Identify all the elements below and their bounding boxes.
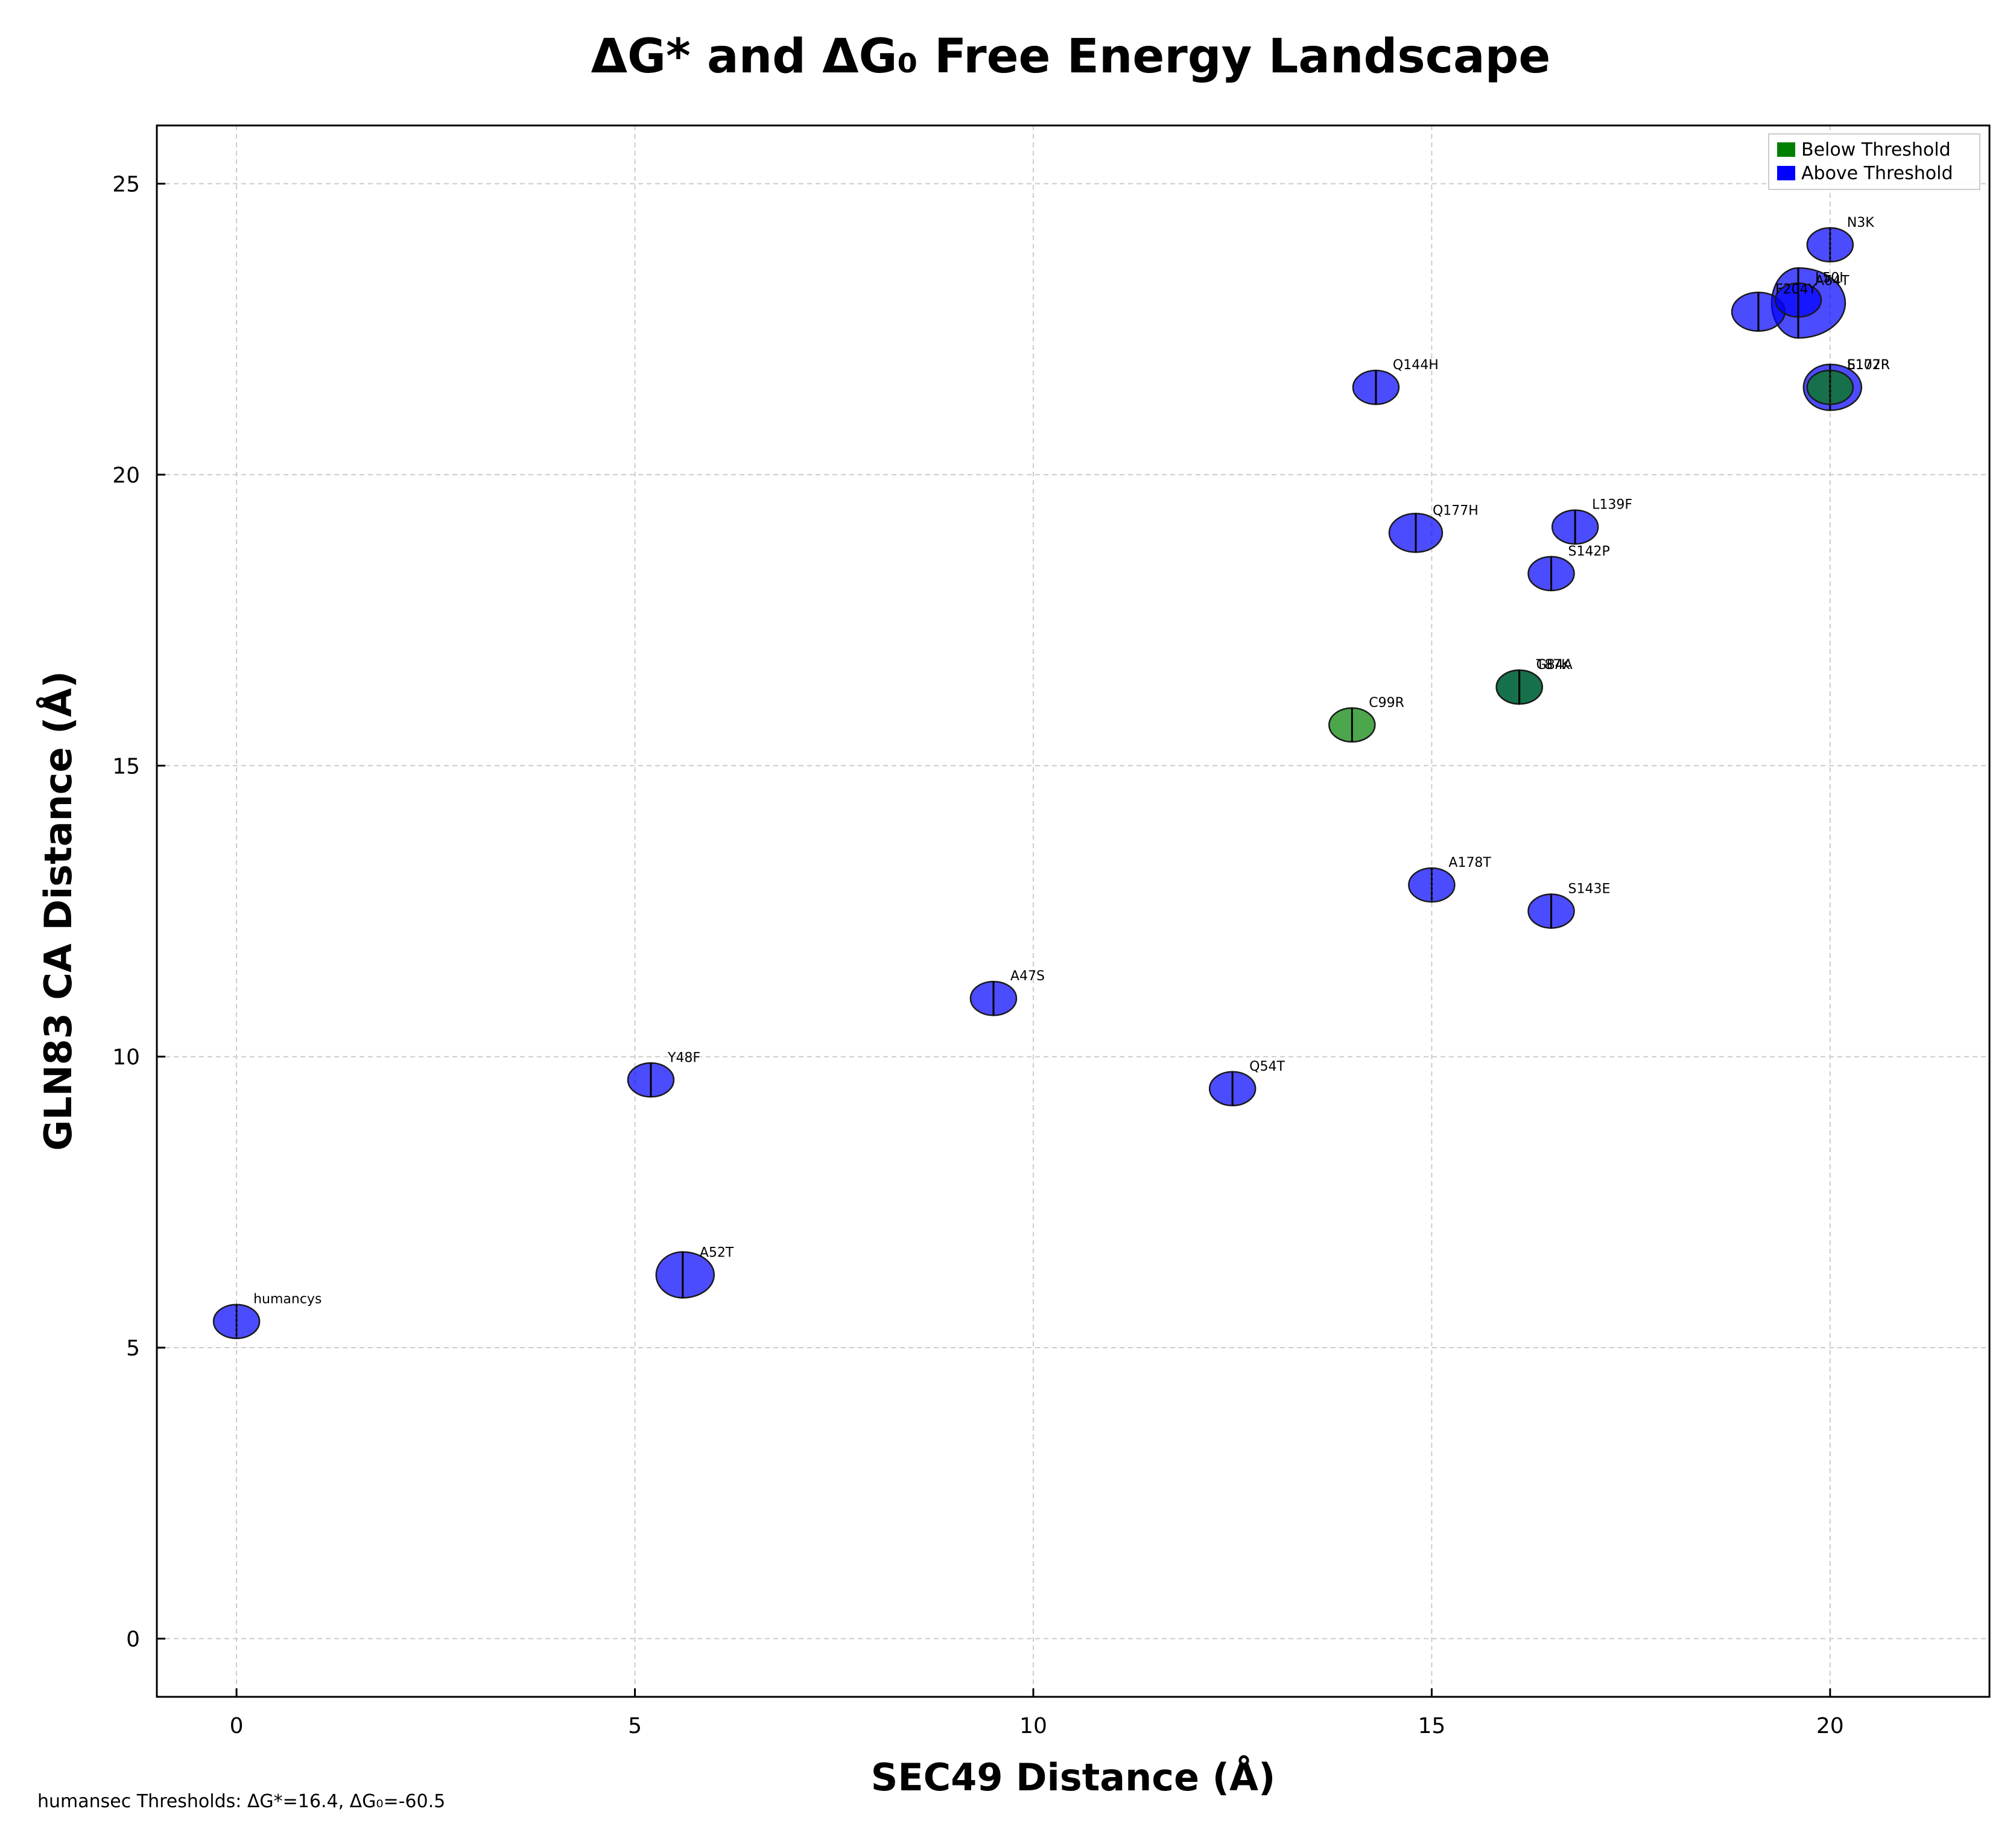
legend: Below Threshold Above Threshold xyxy=(1768,133,1980,190)
point-right-half xyxy=(235,1304,261,1339)
data-point xyxy=(212,1304,261,1339)
point-left-half xyxy=(1495,669,1520,705)
point-label: S143E xyxy=(1568,882,1611,897)
data-point xyxy=(1527,893,1575,929)
legend-label-above: Above Threshold xyxy=(1801,163,1953,184)
x-tick-label: 20 xyxy=(1816,1714,1844,1738)
data-point xyxy=(627,1062,675,1098)
point-label: Q144H xyxy=(1393,358,1439,373)
point-label: A64T xyxy=(1815,273,1850,288)
x-axis-ticks: 0 5 10 15 20 xyxy=(230,1688,1844,1738)
point-label: C99R xyxy=(1369,696,1404,711)
point-right-half xyxy=(1797,282,1822,318)
threshold-note: humansec Thresholds: ΔG*=16.4, ΔG₀=-60.5 xyxy=(37,1791,445,1812)
point-left-half xyxy=(969,980,995,1016)
point-label: humancys xyxy=(253,1292,322,1307)
x-axis-title: SEC49 Distance (Å) xyxy=(871,1755,1276,1799)
point-left-half xyxy=(1731,291,1760,332)
data-point xyxy=(1527,556,1575,592)
point-right-half xyxy=(1351,707,1376,743)
y-axis-ticks: 0 5 10 15 20 25 xyxy=(112,172,165,1652)
x-tick-label: 5 xyxy=(628,1714,642,1738)
point-label: L139F xyxy=(1592,498,1632,513)
point-right-half xyxy=(1375,369,1400,405)
y-tick-label: 10 xyxy=(112,1045,140,1070)
point-right-half xyxy=(1518,669,1543,705)
point-label: G84A xyxy=(1536,658,1573,673)
point-left-half xyxy=(655,1251,684,1299)
point-left-half xyxy=(1774,282,1799,318)
point-label: S142P xyxy=(1568,544,1610,559)
data-point xyxy=(1388,513,1444,553)
data-point xyxy=(1774,282,1822,318)
point-left-half xyxy=(1527,556,1552,592)
data-point xyxy=(1495,669,1543,705)
plot-frame xyxy=(156,124,1991,1698)
y-tick-label: 0 xyxy=(126,1627,140,1652)
point-label: Q177H xyxy=(1433,503,1479,518)
data-point xyxy=(1408,867,1456,903)
point-right-half xyxy=(992,980,1018,1016)
point-label: Y48F xyxy=(667,1050,700,1065)
point-left-half xyxy=(1527,893,1552,929)
data-point xyxy=(1208,1071,1257,1107)
x-tick-label: 10 xyxy=(1019,1714,1047,1738)
y-tick-label: 25 xyxy=(112,172,140,197)
point-left-half xyxy=(1208,1071,1234,1107)
point-label: S107R xyxy=(1847,358,1890,373)
point-label: E172R xyxy=(1847,358,1890,373)
point-right-half xyxy=(1574,509,1599,545)
point-left-half xyxy=(1352,369,1377,405)
point-right-half xyxy=(650,1062,675,1098)
point-right-half xyxy=(1231,1071,1257,1107)
data-point xyxy=(1806,227,1854,263)
point-left-half xyxy=(627,1062,652,1098)
data-point xyxy=(655,1251,715,1299)
data-point xyxy=(969,980,1018,1016)
point-left-half xyxy=(212,1304,238,1339)
point-label: T87K xyxy=(1536,658,1570,673)
point-left-half xyxy=(1806,369,1831,405)
legend-swatch-above xyxy=(1777,166,1795,180)
legend-label-below: Below Threshold xyxy=(1801,139,1951,160)
y-tick-label: 20 xyxy=(112,463,140,488)
y-tick-label: 15 xyxy=(112,754,140,779)
point-right-half xyxy=(682,1251,715,1299)
data-points xyxy=(212,227,1863,1339)
legend-box xyxy=(1768,133,1980,190)
point-labels: A64T A52T S107R Q177H F204Y humancys Y48F A47S Q… xyxy=(253,215,1890,1307)
data-point xyxy=(1551,509,1599,545)
y-axis-title: GLN83 CA Distance (Å) xyxy=(36,671,80,1151)
point-left-half xyxy=(1328,707,1353,743)
point-right-half xyxy=(1431,867,1456,903)
point-right-half xyxy=(1550,893,1575,929)
point-label: A47S xyxy=(1010,969,1045,984)
point-label: A178T xyxy=(1448,855,1491,870)
point-right-half xyxy=(1829,369,1854,405)
data-point xyxy=(1352,369,1400,405)
data-point xyxy=(1806,369,1854,405)
point-label: F204Y xyxy=(1775,282,1817,297)
point-label: A52T xyxy=(700,1246,734,1261)
point-right-half xyxy=(1829,227,1854,263)
point-left-half xyxy=(1806,227,1831,263)
point-right-half xyxy=(1415,513,1444,553)
point-left-half xyxy=(1551,509,1576,545)
point-label: Q54T xyxy=(1249,1059,1285,1074)
data-point xyxy=(1328,707,1376,743)
chart-title: ΔG* and ΔG₀ Free Energy Landscape xyxy=(591,30,1551,84)
point-label: N3K xyxy=(1847,215,1874,230)
y-tick-label: 5 xyxy=(126,1336,140,1361)
legend-swatch-below xyxy=(1777,142,1795,157)
point-left-half xyxy=(1388,513,1417,553)
point-right-half xyxy=(1550,556,1575,592)
x-tick-label: 15 xyxy=(1418,1714,1445,1738)
point-left-half xyxy=(1408,867,1433,903)
x-tick-label: 0 xyxy=(230,1714,244,1738)
point-label: L50I xyxy=(1815,270,1843,285)
grid xyxy=(157,125,1989,1697)
